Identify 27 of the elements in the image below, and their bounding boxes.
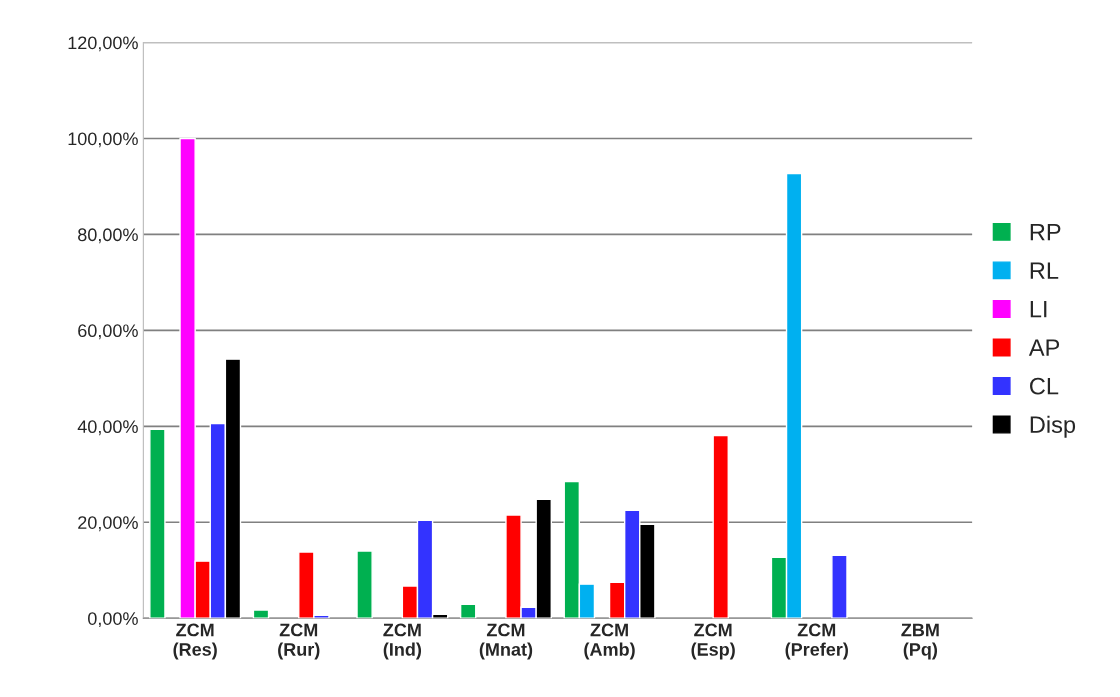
legend-label: CL [1030, 377, 1059, 395]
x-tick-label: ZCM (Amb) [584, 623, 635, 660]
y-tick-label: 60,00% [78, 324, 138, 340]
x-tick-label: ZBM (Pq) [901, 623, 939, 660]
bar [459, 603, 477, 619]
x-tick-label: ZCM (Ind) [383, 623, 422, 660]
x-tick-label: ZCM (Rur) [278, 623, 320, 660]
bar [252, 609, 270, 619]
legend-label: LI [1030, 300, 1047, 318]
legend-label: AP [1028, 339, 1060, 356]
bar [712, 434, 729, 619]
legend-label: Disp [1030, 415, 1076, 438]
y-tick-label: 40,00% [77, 420, 138, 436]
y-tick-label: 80,00% [78, 228, 138, 244]
legend-label: RL [1030, 262, 1059, 279]
y-tick-label: 20,00% [78, 516, 138, 532]
x-tick-label: ZCM (Res) [173, 623, 217, 660]
bar [356, 550, 373, 619]
bar [831, 554, 848, 619]
bar [149, 428, 166, 619]
y-tick-label: 120,00% [68, 36, 138, 52]
x-tick-label: ZCM (Esp) [691, 623, 735, 660]
x-tick-label: ZCM (Mnat) [479, 623, 533, 660]
y-tick-label: 100,00% [68, 132, 138, 148]
legend-label: RP [1030, 223, 1061, 241]
x-tick-label: ZCM (Prefer) [785, 623, 848, 660]
y-tick-label: 0,00% [88, 612, 138, 628]
